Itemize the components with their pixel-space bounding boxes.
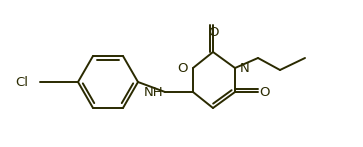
Text: O: O [259,86,269,98]
Text: N: N [240,61,250,75]
Text: Cl: Cl [15,76,28,88]
Text: O: O [208,25,218,39]
Text: NH: NH [143,86,163,98]
Text: O: O [178,61,188,75]
